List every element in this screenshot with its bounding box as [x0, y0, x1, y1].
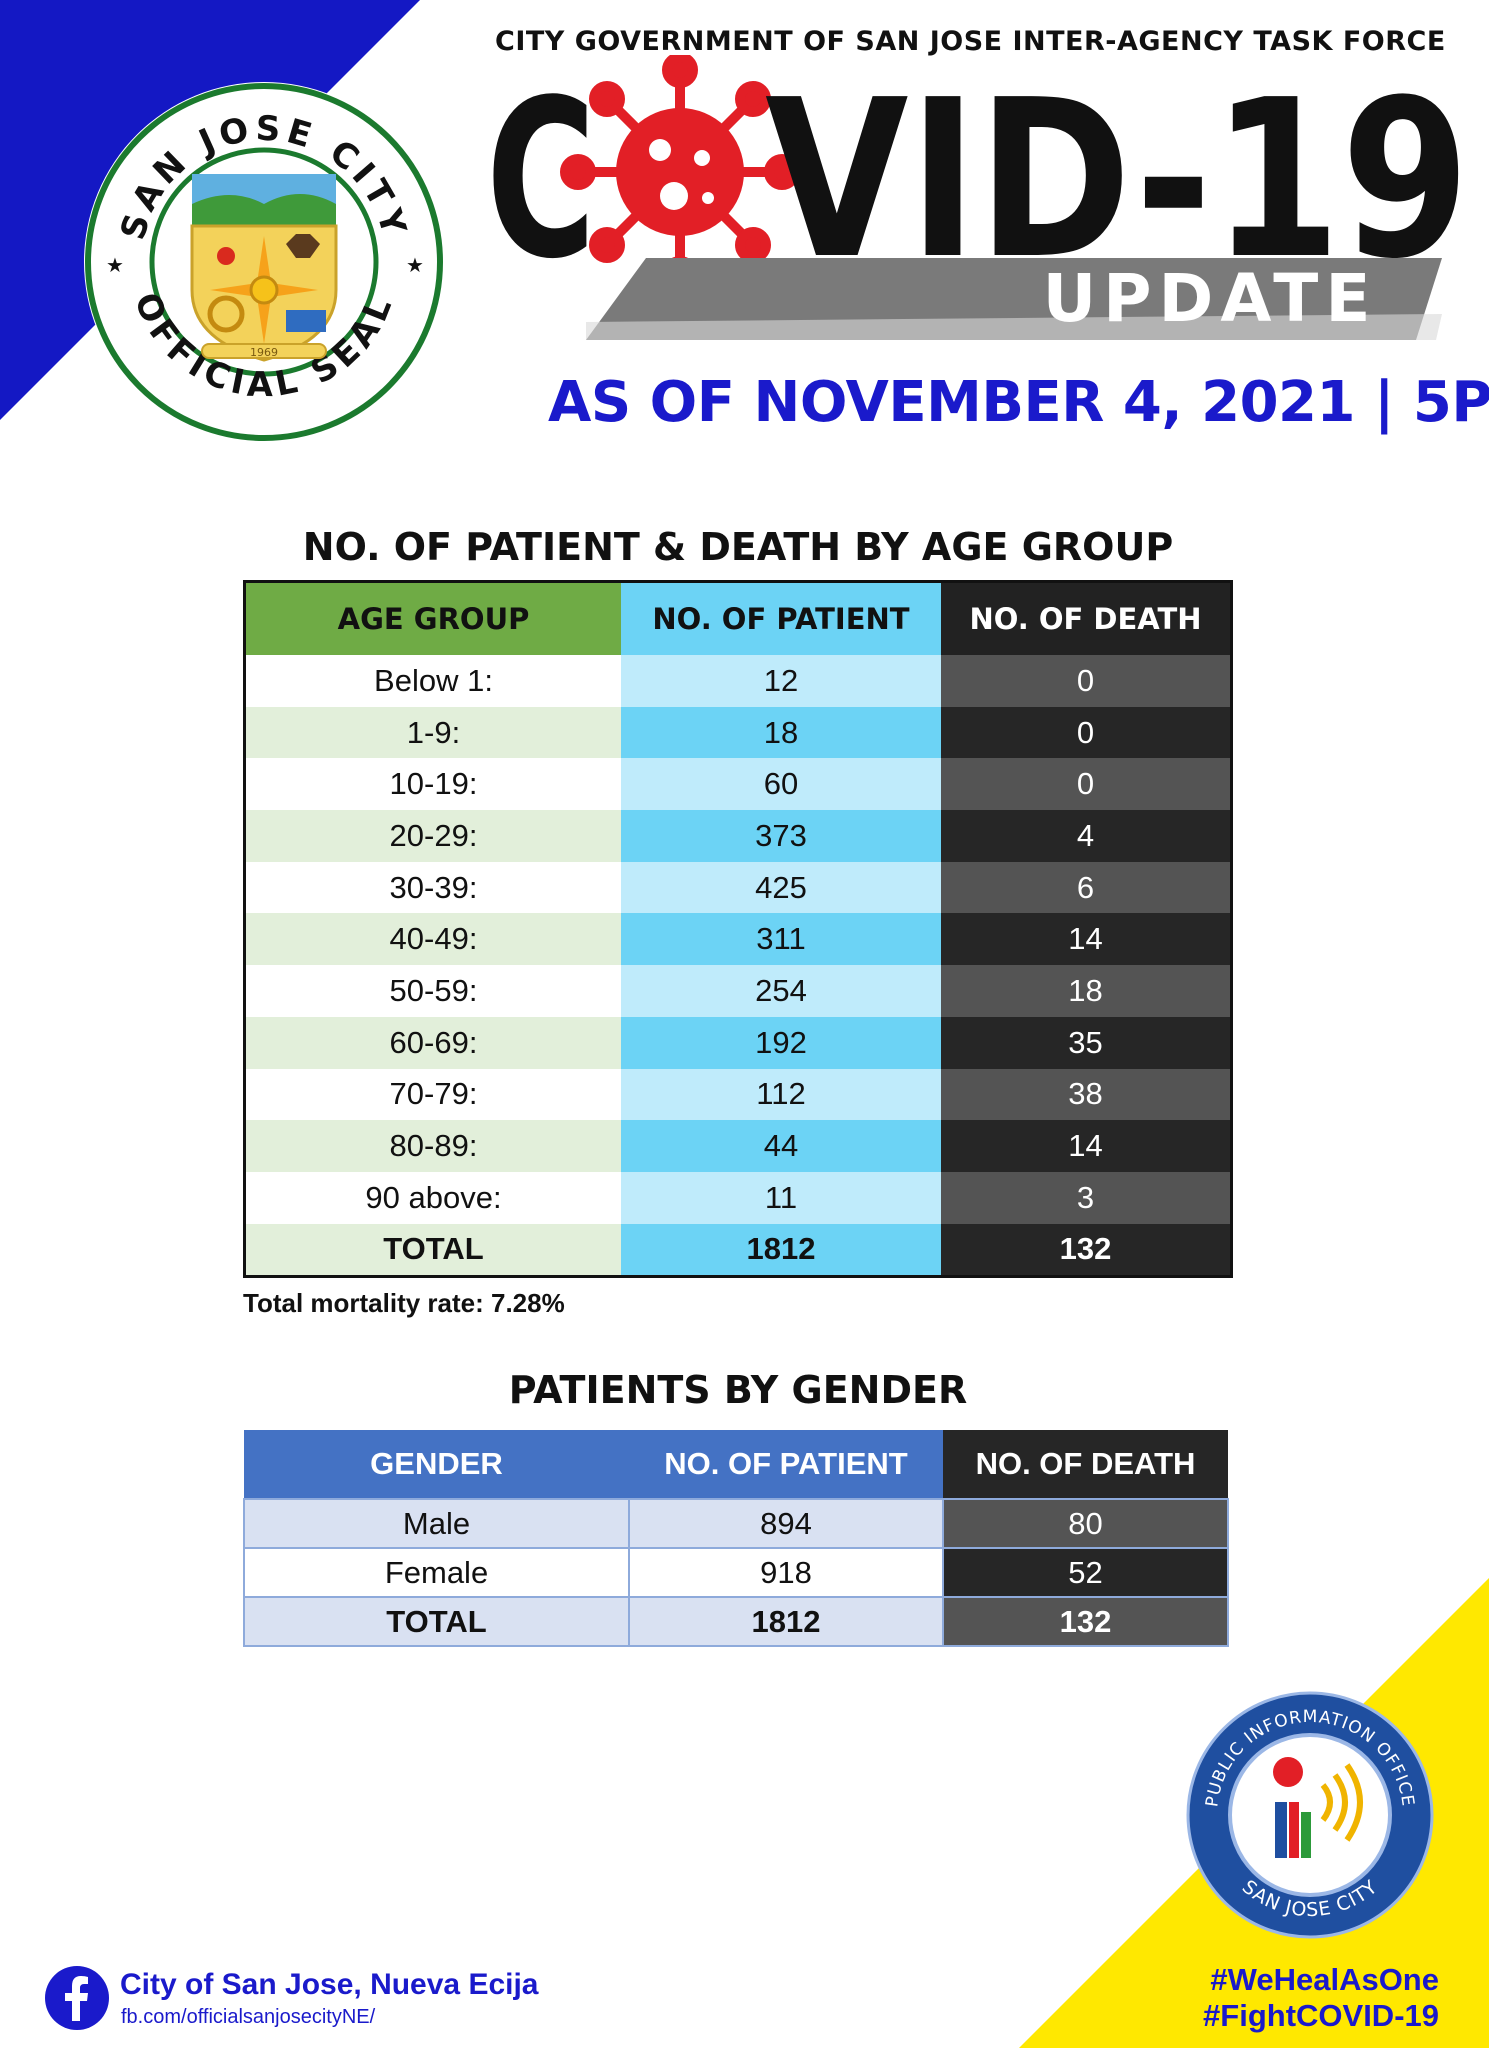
table-row: 30-39: 425 6	[244, 861, 1232, 914]
column-header-patients: NO. OF PATIENT	[621, 581, 941, 655]
mortality-rate: Total mortality rate: 7.28%	[243, 1288, 565, 1318]
patients-cell: 12	[621, 655, 941, 707]
virus-icon	[560, 55, 800, 285]
patients-cell: 254	[621, 965, 941, 1017]
hashtag-fightcovid: #FightCOVID-19	[1203, 1998, 1439, 2033]
gender-cell: Female	[243, 1547, 630, 1598]
patients-cell: 60	[621, 758, 941, 811]
column-header-age-group: AGE GROUP	[244, 581, 621, 655]
public-information-office-logo: PUBLIC INFORMATION OFFICE SAN JOSE CITY	[1186, 1691, 1434, 1939]
age-group-cell: Below 1:	[244, 655, 621, 707]
total-deaths: 132	[941, 1223, 1232, 1277]
patients-cell: 192	[621, 1016, 941, 1069]
facebook-icon[interactable]	[44, 1965, 110, 2031]
age-group-cell: 60-69:	[244, 1016, 621, 1069]
age-group-cell: 50-59:	[244, 965, 621, 1017]
table-row: 80-89: 44 14	[244, 1120, 1232, 1172]
deaths-cell: 14	[941, 913, 1232, 966]
table-row: 90 above: 11 3	[244, 1171, 1232, 1224]
patients-cell: 425	[621, 861, 941, 914]
column-header-gender: GENDER	[244, 1430, 629, 1499]
update-band	[586, 258, 1442, 340]
column-header-deaths: NO. OF DEATH	[941, 581, 1232, 655]
seal-year: 1969	[250, 346, 278, 359]
table-row: Male 894 80	[243, 1498, 1229, 1549]
patients-cell: 373	[621, 810, 941, 862]
age-group-cell: 40-49:	[244, 913, 621, 966]
svg-text:★: ★	[106, 255, 124, 277]
patients-cell: 112	[621, 1068, 941, 1121]
total-label: TOTAL	[244, 1223, 621, 1277]
deaths-cell: 6	[941, 861, 1232, 914]
patients-cell: 44	[621, 1120, 941, 1172]
deaths-cell: 35	[941, 1016, 1232, 1069]
gender-cell: Male	[243, 1498, 630, 1549]
age-group-cell: 20-29:	[244, 810, 621, 862]
task-force-heading: CITY GOVERNMENT OF SAN JOSE INTER-AGENCY…	[495, 26, 1446, 57]
deaths-cell: 0	[941, 655, 1232, 707]
svg-text:C: C	[490, 55, 596, 285]
total-patients: 1812	[628, 1596, 944, 1647]
total-deaths: 132	[942, 1596, 1229, 1647]
gender-table: GENDER NO. OF PATIENT NO. OF DEATH Male …	[243, 1430, 1229, 1647]
age-group-cell: 70-79:	[244, 1068, 621, 1121]
patients-cell: 311	[621, 913, 941, 966]
hashtag-weheal: #WeHealAsOne	[1210, 1962, 1439, 1997]
deaths-cell: 80	[942, 1498, 1229, 1549]
deaths-cell: 14	[941, 1120, 1232, 1172]
table-row: 70-79: 112 38	[244, 1068, 1232, 1121]
age-group-cell: 80-89:	[244, 1120, 621, 1172]
patients-cell: 918	[628, 1547, 944, 1598]
age-group-cell: 1-9:	[244, 706, 621, 759]
deaths-cell: 52	[942, 1547, 1229, 1598]
patients-cell: 894	[628, 1498, 944, 1549]
svg-text:VID-19: VID-19	[765, 55, 1470, 285]
deaths-cell: 3	[941, 1171, 1232, 1224]
total-row: TOTAL 1812 132	[244, 1223, 1232, 1277]
total-row: TOTAL 1812 132	[243, 1596, 1229, 1647]
table-row: 10-19: 60 0	[244, 758, 1232, 811]
svg-text:★: ★	[406, 255, 424, 277]
patients-cell: 11	[621, 1171, 941, 1224]
deaths-cell: 18	[941, 965, 1232, 1017]
total-label: TOTAL	[243, 1596, 630, 1647]
facebook-page-name[interactable]: City of San Jose, Nueva Ecija	[120, 1968, 539, 2001]
table-row: 60-69: 192 35	[244, 1016, 1232, 1069]
age-section-title: NO. OF PATIENT & DEATH BY AGE GROUP	[302, 525, 1174, 569]
deaths-cell: 0	[941, 758, 1232, 811]
table-row: Female 918 52	[243, 1547, 1229, 1598]
age-group-cell: 10-19:	[244, 758, 621, 811]
age-group-cell: 30-39:	[244, 861, 621, 914]
deaths-cell: 4	[941, 810, 1232, 862]
table-row: 20-29: 373 4	[244, 810, 1232, 862]
table-row: Below 1: 12 0	[244, 655, 1232, 707]
column-header-deaths: NO. OF DEATH	[943, 1430, 1228, 1499]
facebook-page-link[interactable]: fb.com/officialsanjosecityNE/	[121, 2006, 376, 2028]
gender-section-title: PATIENTS BY GENDER	[508, 1368, 968, 1412]
age-group-table: AGE GROUP NO. OF PATIENT NO. OF DEATH Be…	[243, 580, 1233, 1279]
total-patients: 1812	[621, 1223, 941, 1277]
table-row: 40-49: 311 14	[244, 913, 1232, 966]
deaths-cell: 0	[941, 706, 1232, 759]
age-group-cell: 90 above:	[244, 1171, 621, 1224]
update-label: UPDATE	[1042, 260, 1378, 337]
column-header-patients: NO. OF PATIENT	[629, 1430, 943, 1499]
as-of-date: AS OF NOVEMBER 4, 2021 | 5PM	[548, 370, 1489, 435]
covid-19-headline: C VID-19	[490, 55, 1470, 285]
deaths-cell: 38	[941, 1068, 1232, 1121]
san-jose-city-seal: SAN JOSE CITY OFFICIAL SEAL ★ ★ 1969	[84, 82, 444, 442]
table-row: 50-59: 254 18	[244, 965, 1232, 1017]
patients-cell: 18	[621, 706, 941, 759]
table-row: 1-9: 18 0	[244, 706, 1232, 759]
